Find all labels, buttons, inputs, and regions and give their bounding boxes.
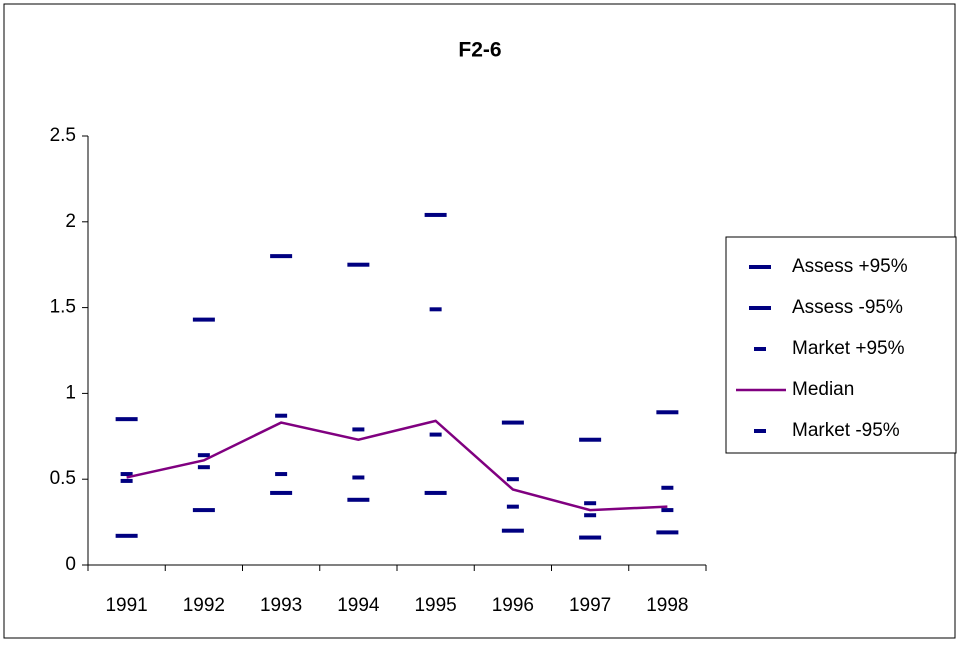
dash-marker [584, 513, 597, 518]
x-tick-label: 1991 [105, 595, 147, 616]
dash-marker [352, 427, 365, 432]
dash-marker [192, 317, 215, 322]
legend-marker [749, 306, 771, 310]
dash-marker [352, 475, 365, 480]
dash-marker [501, 528, 524, 533]
dash-marker [429, 432, 442, 437]
dash-marker [197, 453, 210, 458]
dash-marker [270, 254, 293, 259]
x-tick-label: 1995 [414, 595, 456, 616]
dash-marker [424, 490, 447, 495]
x-tick-label: 1993 [260, 595, 302, 616]
dash-marker [120, 472, 133, 477]
y-tick-label: 1 [65, 382, 76, 403]
dash-marker [192, 508, 215, 513]
y-tick-label: 0 [65, 554, 76, 575]
dash-marker [429, 307, 442, 312]
x-tick-label: 1994 [337, 595, 380, 616]
dash-marker [275, 472, 288, 477]
dash-marker [115, 533, 138, 538]
dash-marker [275, 413, 288, 418]
legend-marker [754, 429, 766, 433]
dash-marker [506, 477, 519, 482]
dash-marker [197, 465, 210, 470]
dash-marker [347, 497, 370, 502]
dash-marker [661, 485, 674, 490]
dash-marker [506, 504, 519, 509]
legend-marker [749, 265, 771, 269]
dash-marker [115, 417, 138, 422]
dash-marker [270, 490, 293, 495]
x-tick-label: 1996 [492, 595, 534, 616]
y-tick-label: 0.5 [50, 468, 76, 489]
dash-marker [424, 212, 447, 217]
y-tick-label: 1.5 [50, 297, 76, 318]
y-tick-label: 2.5 [50, 125, 76, 146]
legend-label: Assess -95% [792, 297, 903, 318]
legend-label: Median [792, 379, 854, 400]
dash-marker [501, 420, 524, 425]
dash-marker [656, 530, 679, 535]
legend-label: Market +95% [792, 338, 905, 359]
median-line [126, 419, 668, 512]
dash-marker [661, 508, 674, 513]
legend-marker [754, 347, 766, 351]
x-tick-label: 1998 [646, 595, 688, 616]
legend-box [725, 236, 957, 454]
dash-marker [656, 410, 679, 415]
dash-marker [579, 437, 602, 442]
x-tick-label: 1992 [183, 595, 225, 616]
y-tick-label: 2 [65, 211, 76, 232]
dash-marker [347, 262, 370, 267]
x-tick-label: 1997 [569, 595, 611, 616]
dash-marker [120, 478, 133, 483]
dash-marker [579, 535, 602, 540]
dash-marker [584, 501, 597, 506]
chart-title: F2-6 [458, 39, 501, 62]
legend-label: Assess +95% [792, 256, 908, 277]
legend-label: Market -95% [792, 420, 900, 441]
